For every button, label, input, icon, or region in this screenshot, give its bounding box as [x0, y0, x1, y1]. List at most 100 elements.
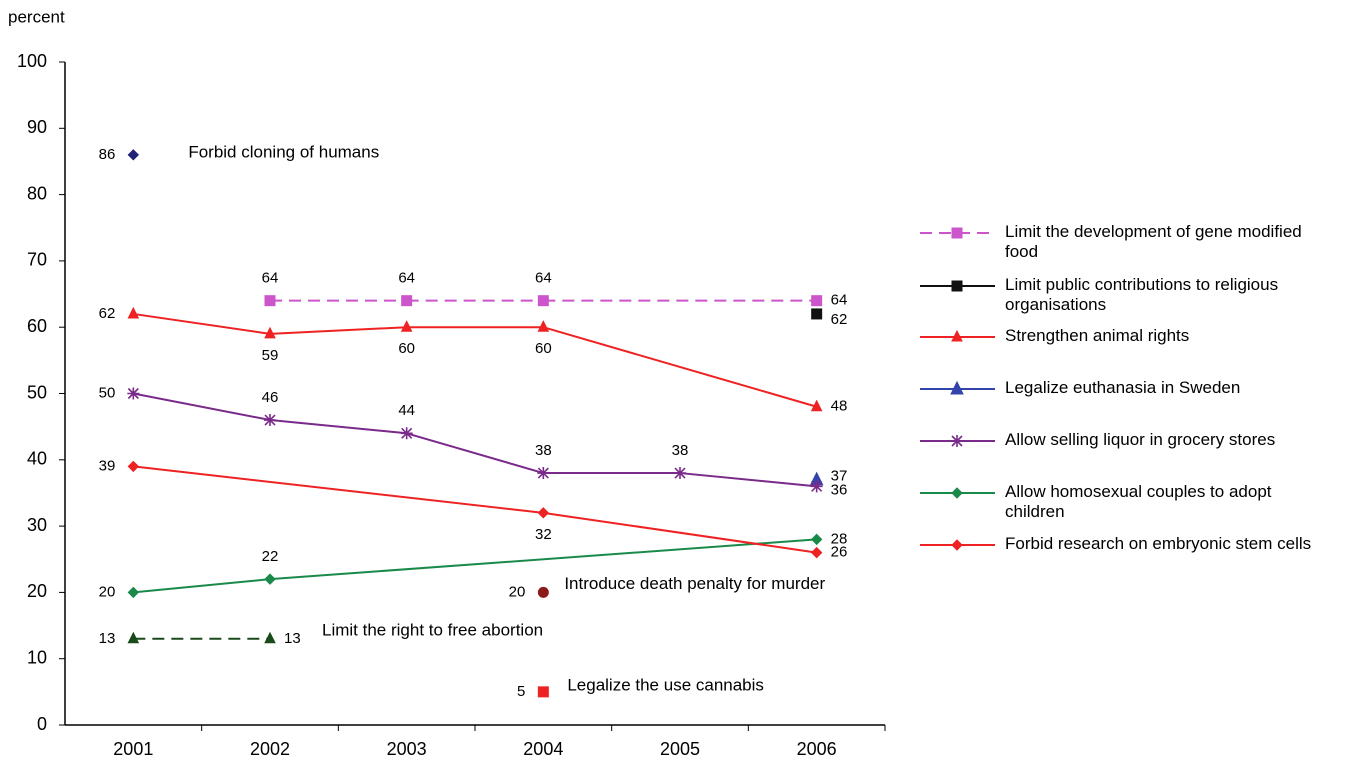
data-label: 62: [831, 311, 848, 328]
legend-label: Strengthen animal rights: [1005, 326, 1190, 345]
legend-marker: [951, 539, 963, 551]
x-tick-label: 2003: [387, 739, 427, 759]
legend-label: Allow selling liquor in grocery stores: [1005, 430, 1276, 449]
data-point: [127, 586, 140, 599]
data-label: 20: [99, 583, 116, 600]
legend-label: Limit public contributions to religious …: [1005, 275, 1279, 314]
y-tick-label: 80: [27, 183, 47, 203]
y-tick-label: 10: [27, 647, 47, 667]
y-tick-label: 40: [27, 449, 47, 469]
data-label: 13: [99, 630, 116, 647]
data-label: 36: [831, 481, 848, 498]
series-line: [269, 538, 817, 581]
data-point: [264, 631, 276, 644]
y-tick-label: 50: [27, 382, 47, 402]
legend-marker: [951, 435, 963, 447]
data-point: [811, 308, 823, 320]
data-point: [264, 326, 276, 339]
data-label: 26: [831, 544, 848, 561]
x-tick-label: 2002: [250, 739, 290, 759]
data-point: [811, 295, 823, 307]
data-point: [127, 306, 140, 319]
y-tick-label: 100: [17, 51, 47, 71]
annotation: Forbid cloning of humans: [188, 142, 379, 161]
series-line: [133, 465, 544, 514]
data-point: [264, 573, 276, 585]
y-tick-label: 20: [27, 581, 47, 601]
data-point: [127, 387, 140, 400]
annotation: Limit the right to free abortion: [322, 620, 543, 639]
y-tick-label: 70: [27, 250, 47, 270]
legend-marker: [951, 280, 963, 292]
data-point: [127, 149, 140, 161]
data-point: [400, 320, 413, 332]
data-label: 22: [262, 548, 279, 565]
data-point: [537, 586, 549, 598]
series-line: [406, 432, 544, 475]
data-point: [264, 414, 276, 427]
x-tick-label: 2004: [523, 739, 563, 759]
data-label: 38: [672, 442, 689, 459]
data-label: 13: [284, 630, 301, 647]
data-label: 44: [398, 402, 415, 419]
data-label: 20: [509, 583, 526, 600]
legend-marker: [951, 329, 963, 342]
series-line: [543, 326, 817, 408]
data-label: 59: [262, 347, 279, 364]
data-label: 46: [262, 389, 279, 406]
data-label: 50: [99, 384, 116, 401]
y-tick-label: 90: [27, 117, 47, 137]
data-label: 28: [831, 530, 848, 547]
legend-marker: [950, 380, 964, 395]
legend-marker: [951, 487, 963, 499]
data-label: 39: [99, 457, 116, 474]
x-tick-label: 2001: [113, 739, 153, 759]
legend-label: Allow homosexual couples to adopt childr…: [1005, 482, 1272, 521]
data-point: [810, 546, 823, 559]
data-label: 64: [262, 270, 279, 287]
data-point: [537, 467, 550, 480]
series-line: [133, 312, 271, 335]
legend-label: Limit the development of gene modified f…: [1005, 222, 1302, 261]
series-line: [543, 511, 817, 554]
data-point: [127, 631, 140, 644]
y-tick-label: 0: [37, 714, 47, 734]
data-point: [810, 480, 823, 493]
data-point: [810, 399, 823, 412]
series-line: [133, 392, 271, 422]
x-tick-label: 2005: [660, 739, 700, 759]
data-label: 64: [831, 292, 848, 309]
y-axis-title: percent: [8, 7, 65, 26]
series-line: [269, 419, 407, 435]
legend-label: Legalize euthanasia in Sweden: [1005, 378, 1241, 397]
data-label: 37: [831, 468, 848, 485]
data-point: [264, 295, 276, 307]
data-label: 64: [398, 270, 415, 287]
data-point: [810, 533, 823, 546]
data-label: 38: [535, 442, 552, 459]
y-tick-label: 30: [27, 515, 47, 535]
data-label: 62: [99, 305, 116, 322]
data-label: 64: [535, 270, 552, 287]
data-point: [537, 320, 550, 332]
series-line: [133, 578, 271, 594]
data-label: 60: [398, 340, 415, 357]
annotation: Introduce death penalty for murder: [564, 574, 825, 593]
data-label: 32: [535, 526, 552, 543]
data-label: 5: [517, 683, 525, 700]
x-tick-label: 2006: [797, 739, 837, 759]
data-point: [537, 295, 549, 307]
legend-label: Forbid research on embryonic stem cells: [1005, 534, 1312, 553]
y-tick-label: 60: [27, 316, 47, 336]
series-line: [679, 472, 817, 488]
data-point: [401, 295, 413, 307]
data-label: 48: [831, 398, 848, 415]
data-label: 60: [535, 340, 552, 357]
data-point: [674, 467, 686, 480]
data-label: 86: [99, 146, 116, 163]
data-point: [127, 460, 140, 473]
data-point: [537, 507, 550, 519]
annotation: Legalize the use cannabis: [567, 675, 764, 694]
